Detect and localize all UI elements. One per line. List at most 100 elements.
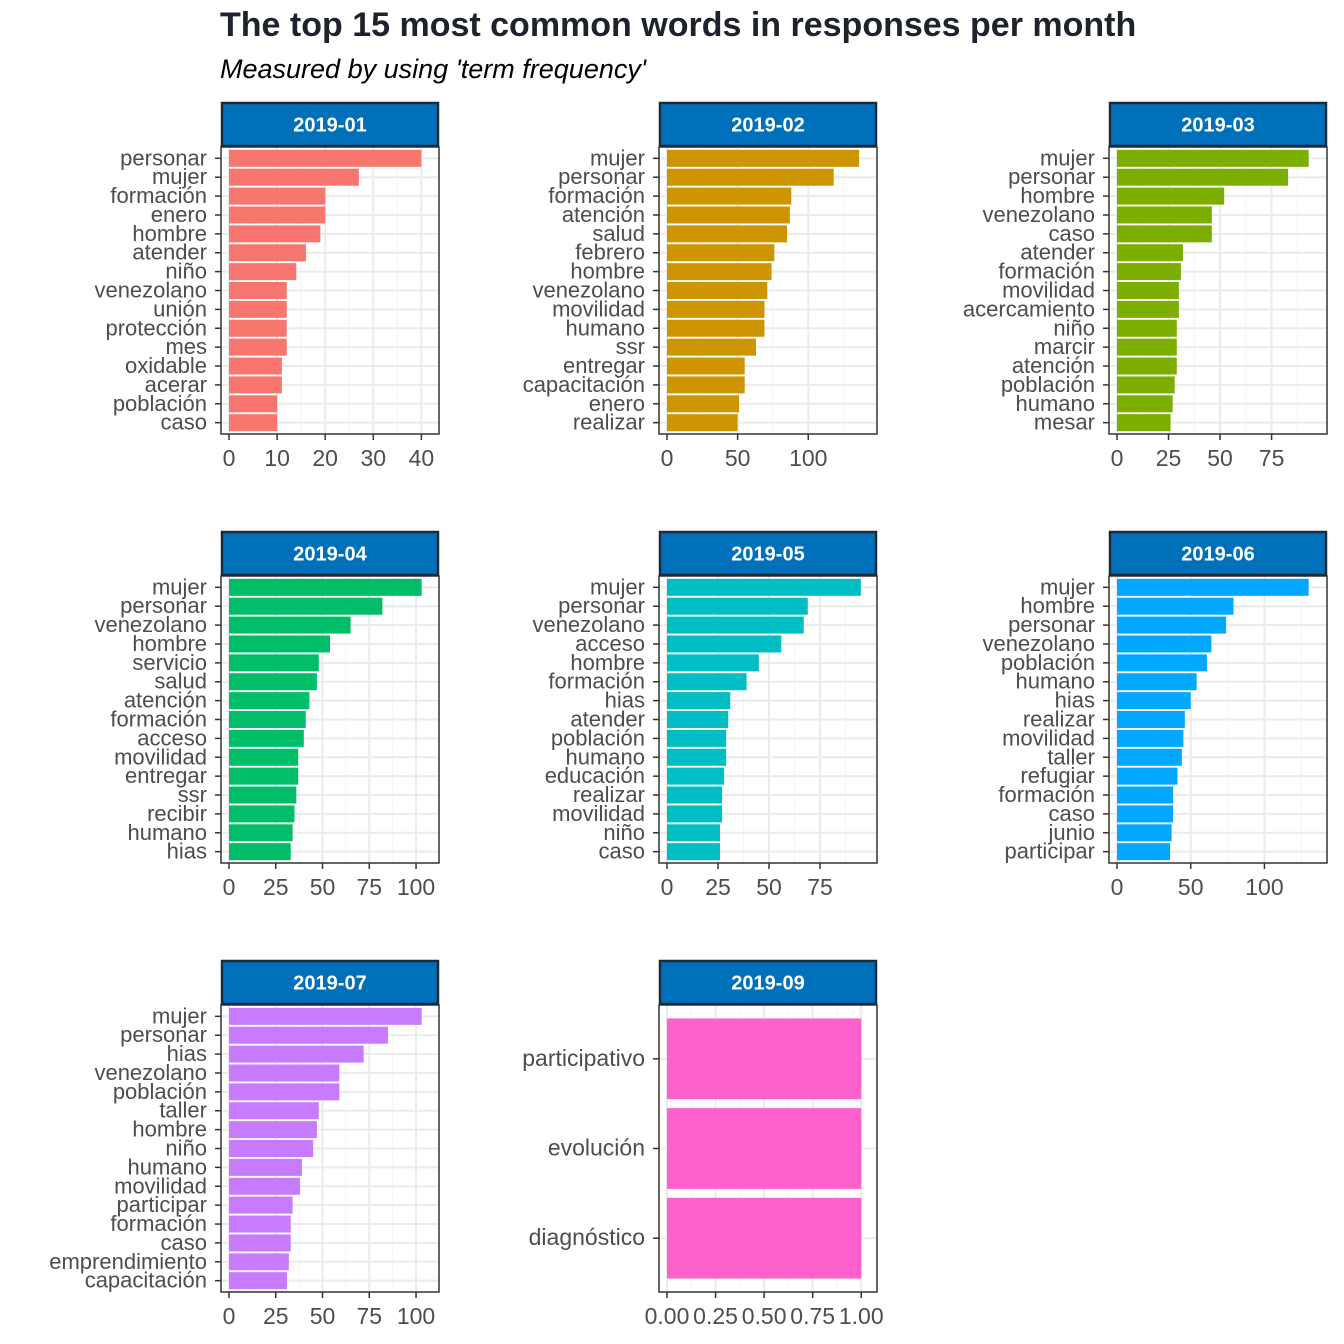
x-tick-label: 0 bbox=[661, 445, 674, 471]
bar bbox=[667, 149, 860, 167]
y-tick-label: entregar bbox=[563, 353, 645, 378]
y-tick-label: formación bbox=[998, 782, 1095, 807]
bar bbox=[667, 414, 738, 432]
y-tick-label: capacitación bbox=[85, 1268, 207, 1293]
strip-background bbox=[658, 530, 878, 577]
y-tick-label: población bbox=[1001, 372, 1095, 397]
y-tick-label: hias bbox=[167, 839, 207, 864]
y-tick-label: formación bbox=[548, 183, 645, 208]
bar bbox=[1117, 187, 1225, 205]
bar bbox=[1117, 597, 1234, 615]
y-tick-label: realizar bbox=[573, 410, 645, 435]
y-tick-label: hombre bbox=[132, 631, 207, 656]
strip-background bbox=[658, 101, 878, 148]
y-tick-label: participar bbox=[117, 1192, 207, 1217]
y-tick-label: caso bbox=[161, 1230, 207, 1255]
y-tick-label: movilidad bbox=[1002, 278, 1095, 303]
y-tick-label: enero bbox=[151, 202, 207, 227]
y-tick-label: niño bbox=[603, 820, 645, 845]
y-tick-label: oxidable bbox=[125, 353, 207, 378]
bar bbox=[1117, 616, 1227, 634]
x-tick-label: 25 bbox=[705, 874, 731, 900]
strip-label: 2019-03 bbox=[1181, 115, 1254, 137]
y-tick-label: recibir bbox=[147, 801, 207, 826]
y-tick-label: acerar bbox=[145, 372, 207, 397]
bar bbox=[229, 597, 383, 615]
y-tick-label: personar bbox=[558, 164, 645, 189]
y-tick-label: atención bbox=[1012, 353, 1095, 378]
y-tick-label: educación bbox=[545, 763, 645, 788]
bar bbox=[229, 1215, 291, 1233]
bar bbox=[229, 263, 297, 281]
bar bbox=[667, 616, 804, 634]
y-tick-label: junio bbox=[1048, 820, 1095, 845]
x-tick-label: 0.75 bbox=[790, 1303, 835, 1329]
panel-2019-05: 2019-05 mujerpersonarvenezolanoaccesohomb… bbox=[532, 530, 878, 900]
y-tick-label: evolución bbox=[548, 1135, 645, 1161]
panel-2019-02: 2019-02 mujerpersonarformaciónatenciónsal… bbox=[523, 101, 878, 471]
bar bbox=[229, 729, 304, 747]
y-tick-label: humano bbox=[1015, 391, 1095, 416]
y-tick-label: mujer bbox=[590, 145, 645, 170]
y-tick-label: enero bbox=[589, 391, 645, 416]
x-tick-label: 25 bbox=[1156, 445, 1182, 471]
y-tick-label: población bbox=[551, 725, 645, 750]
bar bbox=[667, 244, 775, 262]
bar bbox=[1117, 654, 1207, 672]
x-tick-label: 0.00 bbox=[645, 1303, 690, 1329]
bar bbox=[1117, 843, 1171, 861]
panel-2019-06: 2019-06 mujerhombrepersonarvenezolanopobl… bbox=[982, 530, 1328, 900]
bar bbox=[667, 206, 790, 224]
y-tick-label: humano bbox=[565, 315, 645, 340]
x-tick-label: 50 bbox=[1207, 445, 1233, 471]
bar bbox=[667, 168, 834, 186]
bar bbox=[229, 805, 295, 823]
bar bbox=[1117, 338, 1177, 356]
bar bbox=[229, 319, 287, 337]
y-tick-label: hombre bbox=[132, 221, 207, 246]
y-tick-label: mujer bbox=[590, 574, 645, 599]
y-tick-label: mujer bbox=[152, 1003, 207, 1028]
y-tick-label: venezolano bbox=[982, 202, 1095, 227]
bar bbox=[667, 225, 788, 243]
bar bbox=[667, 187, 792, 205]
bar bbox=[229, 1234, 291, 1252]
y-tick-label: formación bbox=[110, 1211, 207, 1236]
bar bbox=[667, 786, 723, 804]
x-tick-label: 0 bbox=[223, 874, 236, 900]
x-tick-label: 0 bbox=[223, 1303, 236, 1329]
y-tick-label: atender bbox=[132, 240, 207, 265]
bar bbox=[1117, 578, 1309, 596]
bar bbox=[1117, 206, 1212, 224]
y-tick-label: venezolano bbox=[532, 278, 645, 303]
bar bbox=[229, 1158, 302, 1176]
bar bbox=[229, 824, 293, 842]
y-tick-label: salud bbox=[154, 669, 207, 694]
strip-background bbox=[220, 101, 440, 148]
x-tick-label: 100 bbox=[397, 874, 435, 900]
y-tick-label: participar bbox=[1005, 839, 1095, 864]
y-tick-label: formación bbox=[110, 707, 207, 732]
y-tick-label: humano bbox=[127, 1154, 207, 1179]
y-tick-label: taller bbox=[1047, 744, 1095, 769]
bar bbox=[229, 338, 287, 356]
bar bbox=[229, 168, 359, 186]
y-tick-label: salud bbox=[592, 221, 645, 246]
y-tick-label: formación bbox=[548, 669, 645, 694]
y-tick-label: población bbox=[1001, 650, 1095, 675]
bar bbox=[229, 244, 306, 262]
x-tick-label: 50 bbox=[756, 874, 782, 900]
y-tick-label: hombre bbox=[132, 1117, 207, 1142]
x-tick-label: 0 bbox=[1111, 874, 1124, 900]
x-tick-label: 0 bbox=[223, 445, 236, 471]
y-tick-label: ssr bbox=[616, 334, 645, 359]
bar bbox=[229, 767, 299, 785]
y-tick-label: ssr bbox=[178, 782, 207, 807]
x-tick-label: 50 bbox=[1178, 874, 1204, 900]
x-tick-label: 10 bbox=[264, 445, 290, 471]
y-tick-label: hias bbox=[605, 688, 645, 713]
y-tick-label: hombre bbox=[570, 259, 645, 284]
bar bbox=[1117, 149, 1309, 167]
y-tick-label: hias bbox=[167, 1041, 207, 1066]
